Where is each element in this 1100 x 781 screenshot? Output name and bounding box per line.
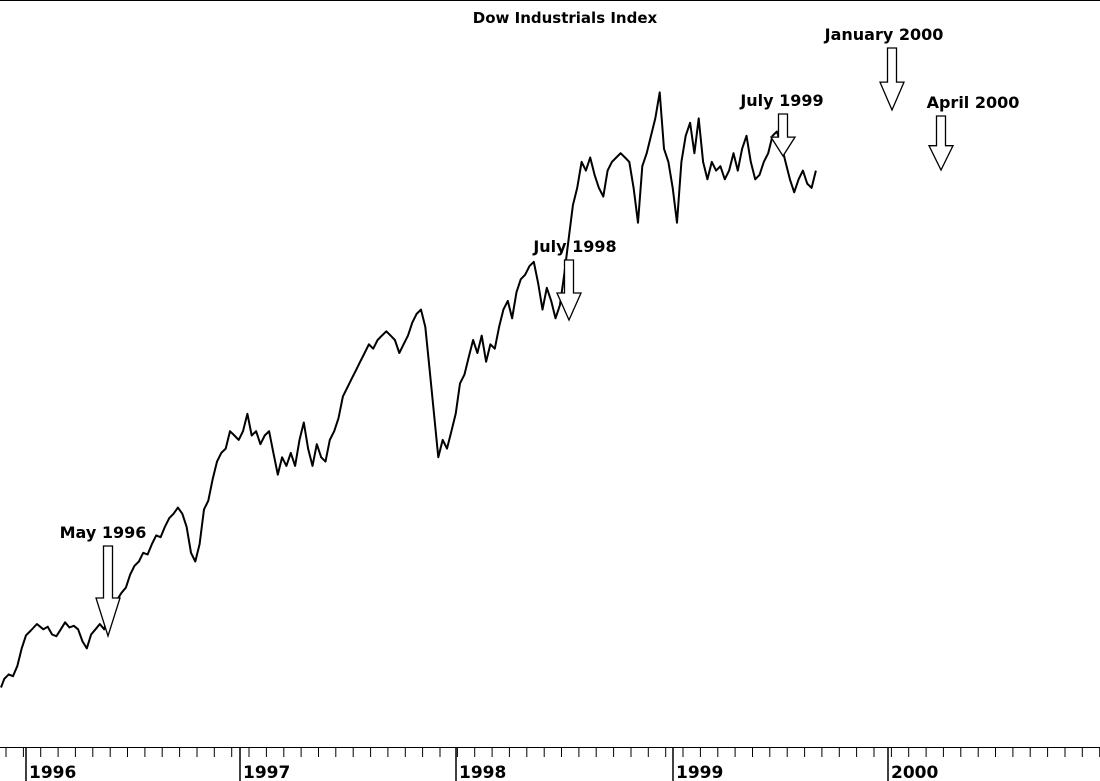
annotation-label-3: January 2000 [824, 25, 944, 44]
annotation-label-4: April 2000 [927, 93, 1020, 112]
year-label-1997: 1997 [243, 763, 290, 781]
annotation-arrow-2 [769, 113, 797, 158]
annotation-arrow-4 [927, 115, 955, 172]
year-label-1999: 1999 [676, 763, 723, 781]
annotation-label-0: May 1996 [60, 523, 147, 542]
series-layer [0, 91, 817, 688]
x-axis-minor-ticks [5, 748, 1100, 757]
annotation-label-2: July 1999 [739, 91, 823, 110]
annotation-arrow-3 [879, 47, 905, 112]
year-label-1998: 1998 [459, 763, 506, 781]
annotation-label-1: July 1998 [532, 237, 616, 256]
year-label-2000: 2000 [891, 763, 938, 781]
year-label-1996: 1996 [29, 763, 76, 781]
x-axis-year-ticks: 1996 1997 1998 1999 2000 [25, 748, 938, 781]
series-line-0 [0, 91, 817, 688]
annotation-arrow-1 [555, 259, 583, 322]
annotation-layer: May 1996 July 1998 July 1999 January 2000 Ap… [60, 25, 1020, 639]
annotation-arrow-0 [95, 545, 121, 639]
chart-title: Dow Industrials Index [473, 9, 658, 27]
